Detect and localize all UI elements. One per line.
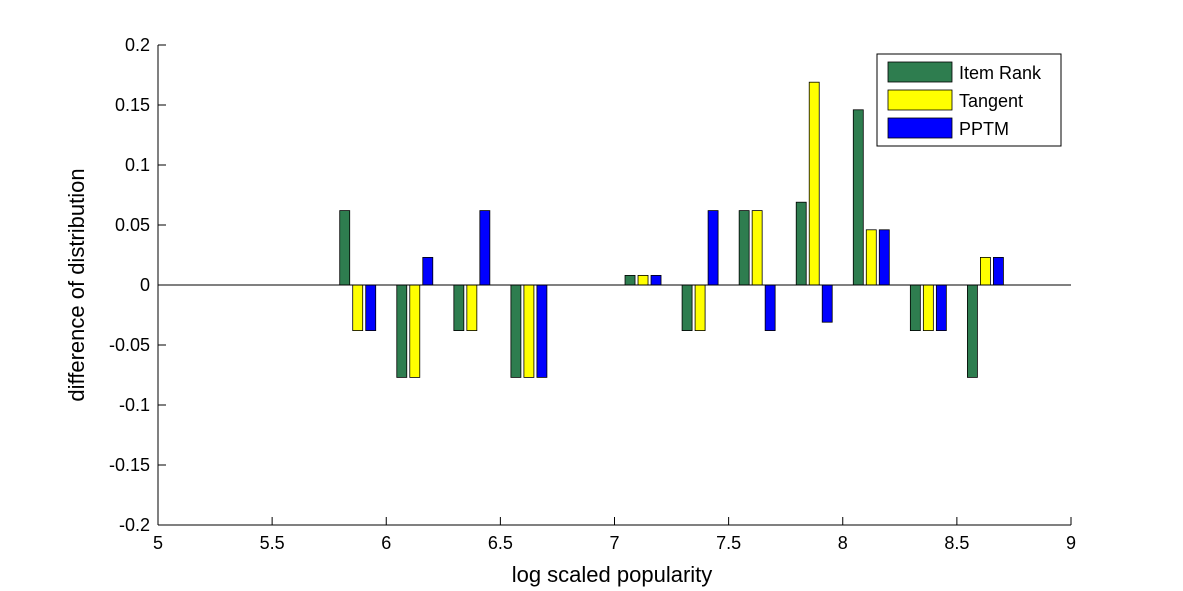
- bar-item-rank: [967, 284, 978, 378]
- bar-tangent: [980, 256, 991, 286]
- bar-item-rank: [510, 284, 522, 378]
- bar-pptm: [479, 210, 491, 286]
- bar-tangent: [523, 284, 535, 378]
- x-ticks: 5 5.5 6 6.5 7 7.5 8 8.5 9: [153, 517, 1076, 553]
- bar-tangent: [865, 229, 877, 286]
- bar-pptm: [935, 284, 947, 331]
- bar-tangent: [922, 284, 934, 331]
- x-tick-label: 8.5: [944, 533, 969, 553]
- y-tick-label: -0.2: [119, 515, 150, 535]
- legend-swatch: [887, 89, 953, 111]
- y-tick-label: 0: [140, 275, 150, 295]
- bar-item-rank: [852, 109, 864, 286]
- y-tick-label: 0.2: [125, 35, 150, 55]
- bar-tangent: [352, 284, 364, 331]
- bar-tangent: [466, 284, 478, 331]
- y-tick-label: -0.1: [119, 395, 150, 415]
- bar-item-rank: [624, 274, 636, 286]
- bar-tangent: [637, 274, 649, 286]
- bar-pptm: [422, 256, 434, 286]
- bar-pptm: [707, 210, 719, 286]
- bar-tangent: [808, 81, 820, 286]
- y-ticks: 0.2 0.15 0.1 0.05 0 -0.05 -0.1 -0.15 -0.2: [109, 35, 166, 535]
- bar-tangent: [694, 284, 706, 331]
- y-tick-label: -0.15: [109, 455, 150, 475]
- y-axis-label: difference of distribution: [64, 168, 89, 401]
- bar-pptm: [764, 284, 776, 331]
- bar-tangent: [409, 284, 421, 378]
- legend-label: PPTM: [959, 119, 1009, 139]
- legend-swatch: [887, 61, 953, 83]
- x-tick-label: 5: [153, 533, 163, 553]
- bar-tangent: [751, 210, 763, 286]
- x-tick-label: 6.5: [488, 533, 513, 553]
- bar-item-rank: [396, 284, 408, 378]
- x-tick-label: 7: [609, 533, 619, 553]
- bar-pptm: [878, 229, 890, 286]
- x-tick-label: 8: [838, 533, 848, 553]
- x-axis-label: log scaled popularity: [512, 562, 713, 587]
- bar-item-rank: [339, 210, 351, 286]
- legend-swatch: [887, 117, 953, 139]
- bar-pptm: [365, 284, 377, 331]
- x-tick-label: 9: [1066, 533, 1076, 553]
- legend-label: Tangent: [959, 91, 1023, 111]
- bar-item-rank: [453, 284, 465, 331]
- x-tick-label: 7.5: [716, 533, 741, 553]
- y-tick-label: 0.05: [115, 215, 150, 235]
- x-tick-label: 6: [381, 533, 391, 553]
- legend: Item Rank Tangent PPTM: [876, 53, 1062, 147]
- x-tick-label: 5.5: [260, 533, 285, 553]
- bar-item-rank: [795, 201, 807, 286]
- bar-item-rank: [909, 284, 921, 331]
- bar-item-rank: [738, 210, 750, 286]
- y-tick-label: 0.15: [115, 95, 150, 115]
- bar-item-rank: [681, 284, 693, 331]
- y-tick-label: 0.1: [125, 155, 150, 175]
- bars: [339, 81, 1004, 378]
- bar-pptm: [993, 256, 1004, 286]
- legend-label: Item Rank: [959, 63, 1042, 83]
- bar-pptm: [536, 284, 548, 378]
- y-tick-label: -0.05: [109, 335, 150, 355]
- bar-pptm: [650, 274, 662, 286]
- bar-pptm: [821, 284, 833, 323]
